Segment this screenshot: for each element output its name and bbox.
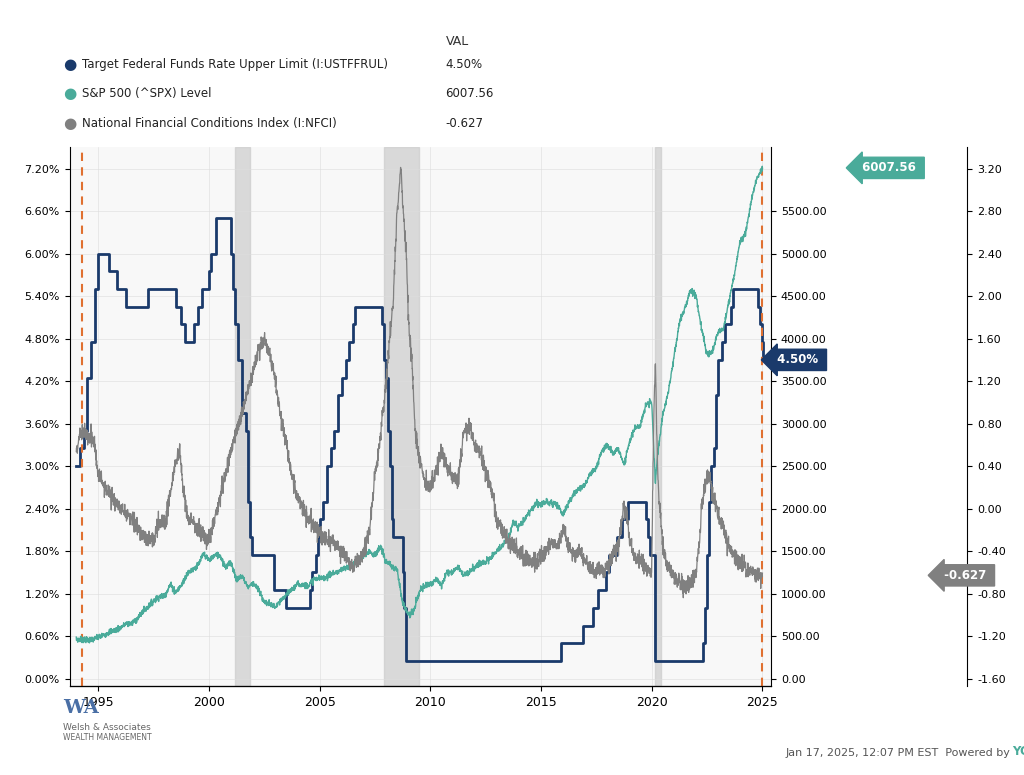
Text: 4.50%: 4.50%: [445, 58, 482, 71]
Text: VAL: VAL: [445, 35, 469, 48]
Bar: [234, 147, 250, 686]
Text: ●: ●: [63, 115, 77, 131]
Text: ●: ●: [63, 86, 77, 102]
Text: Welsh & Associates: Welsh & Associates: [63, 723, 152, 732]
Text: 4.50%: 4.50%: [773, 353, 822, 367]
Bar: [384, 147, 419, 686]
Text: WEALTH MANAGEMENT: WEALTH MANAGEMENT: [63, 733, 153, 742]
Text: Target Federal Funds Rate Upper Limit (I:USTFFRUL): Target Federal Funds Rate Upper Limit (I…: [82, 58, 388, 71]
Text: ●: ●: [63, 57, 77, 72]
Text: -0.627: -0.627: [940, 569, 990, 582]
Bar: [655, 147, 660, 686]
Text: 6007.56: 6007.56: [858, 161, 921, 174]
Text: National Financial Conditions Index (I:NFCI): National Financial Conditions Index (I:N…: [82, 117, 337, 129]
Text: WA: WA: [63, 699, 99, 717]
Text: 6007.56: 6007.56: [445, 88, 494, 100]
Text: S&P 500 (^SPX) Level: S&P 500 (^SPX) Level: [82, 88, 211, 100]
Text: YCHARTS: YCHARTS: [1012, 745, 1024, 758]
Text: Jan 17, 2025, 12:07 PM EST  Powered by: Jan 17, 2025, 12:07 PM EST Powered by: [785, 748, 1014, 758]
Text: -0.627: -0.627: [445, 117, 483, 129]
